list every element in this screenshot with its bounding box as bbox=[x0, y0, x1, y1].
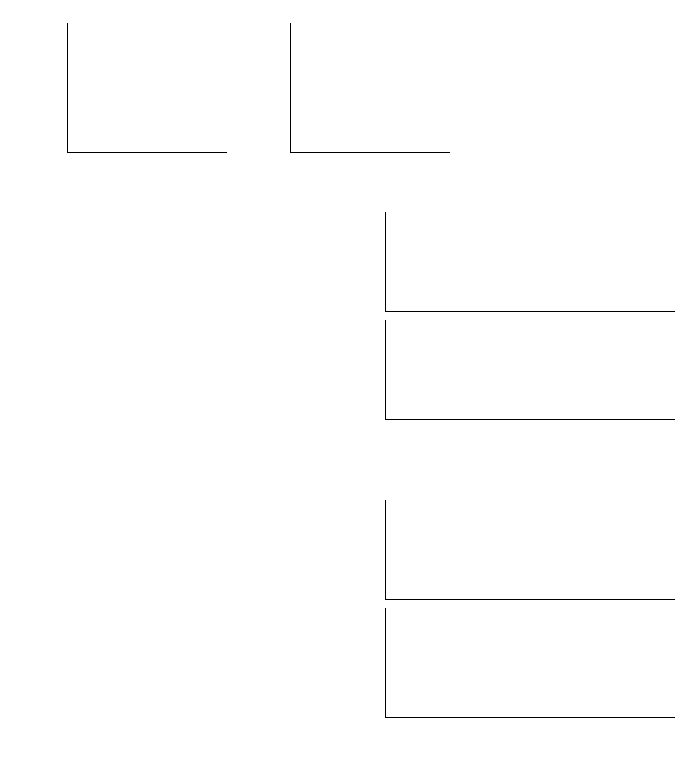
e-bot bbox=[385, 320, 675, 420]
panel-d bbox=[28, 200, 328, 460]
panel-a bbox=[35, 15, 235, 180]
g-bot bbox=[385, 608, 675, 718]
chart-a bbox=[67, 23, 227, 153]
panel-b bbox=[258, 15, 458, 180]
e-top bbox=[385, 212, 675, 312]
panel-f bbox=[28, 488, 328, 758]
chart-b bbox=[290, 23, 450, 153]
panel-c bbox=[475, 15, 685, 180]
panel-g bbox=[355, 488, 685, 758]
panel-e bbox=[355, 200, 685, 460]
g-top bbox=[385, 500, 675, 600]
